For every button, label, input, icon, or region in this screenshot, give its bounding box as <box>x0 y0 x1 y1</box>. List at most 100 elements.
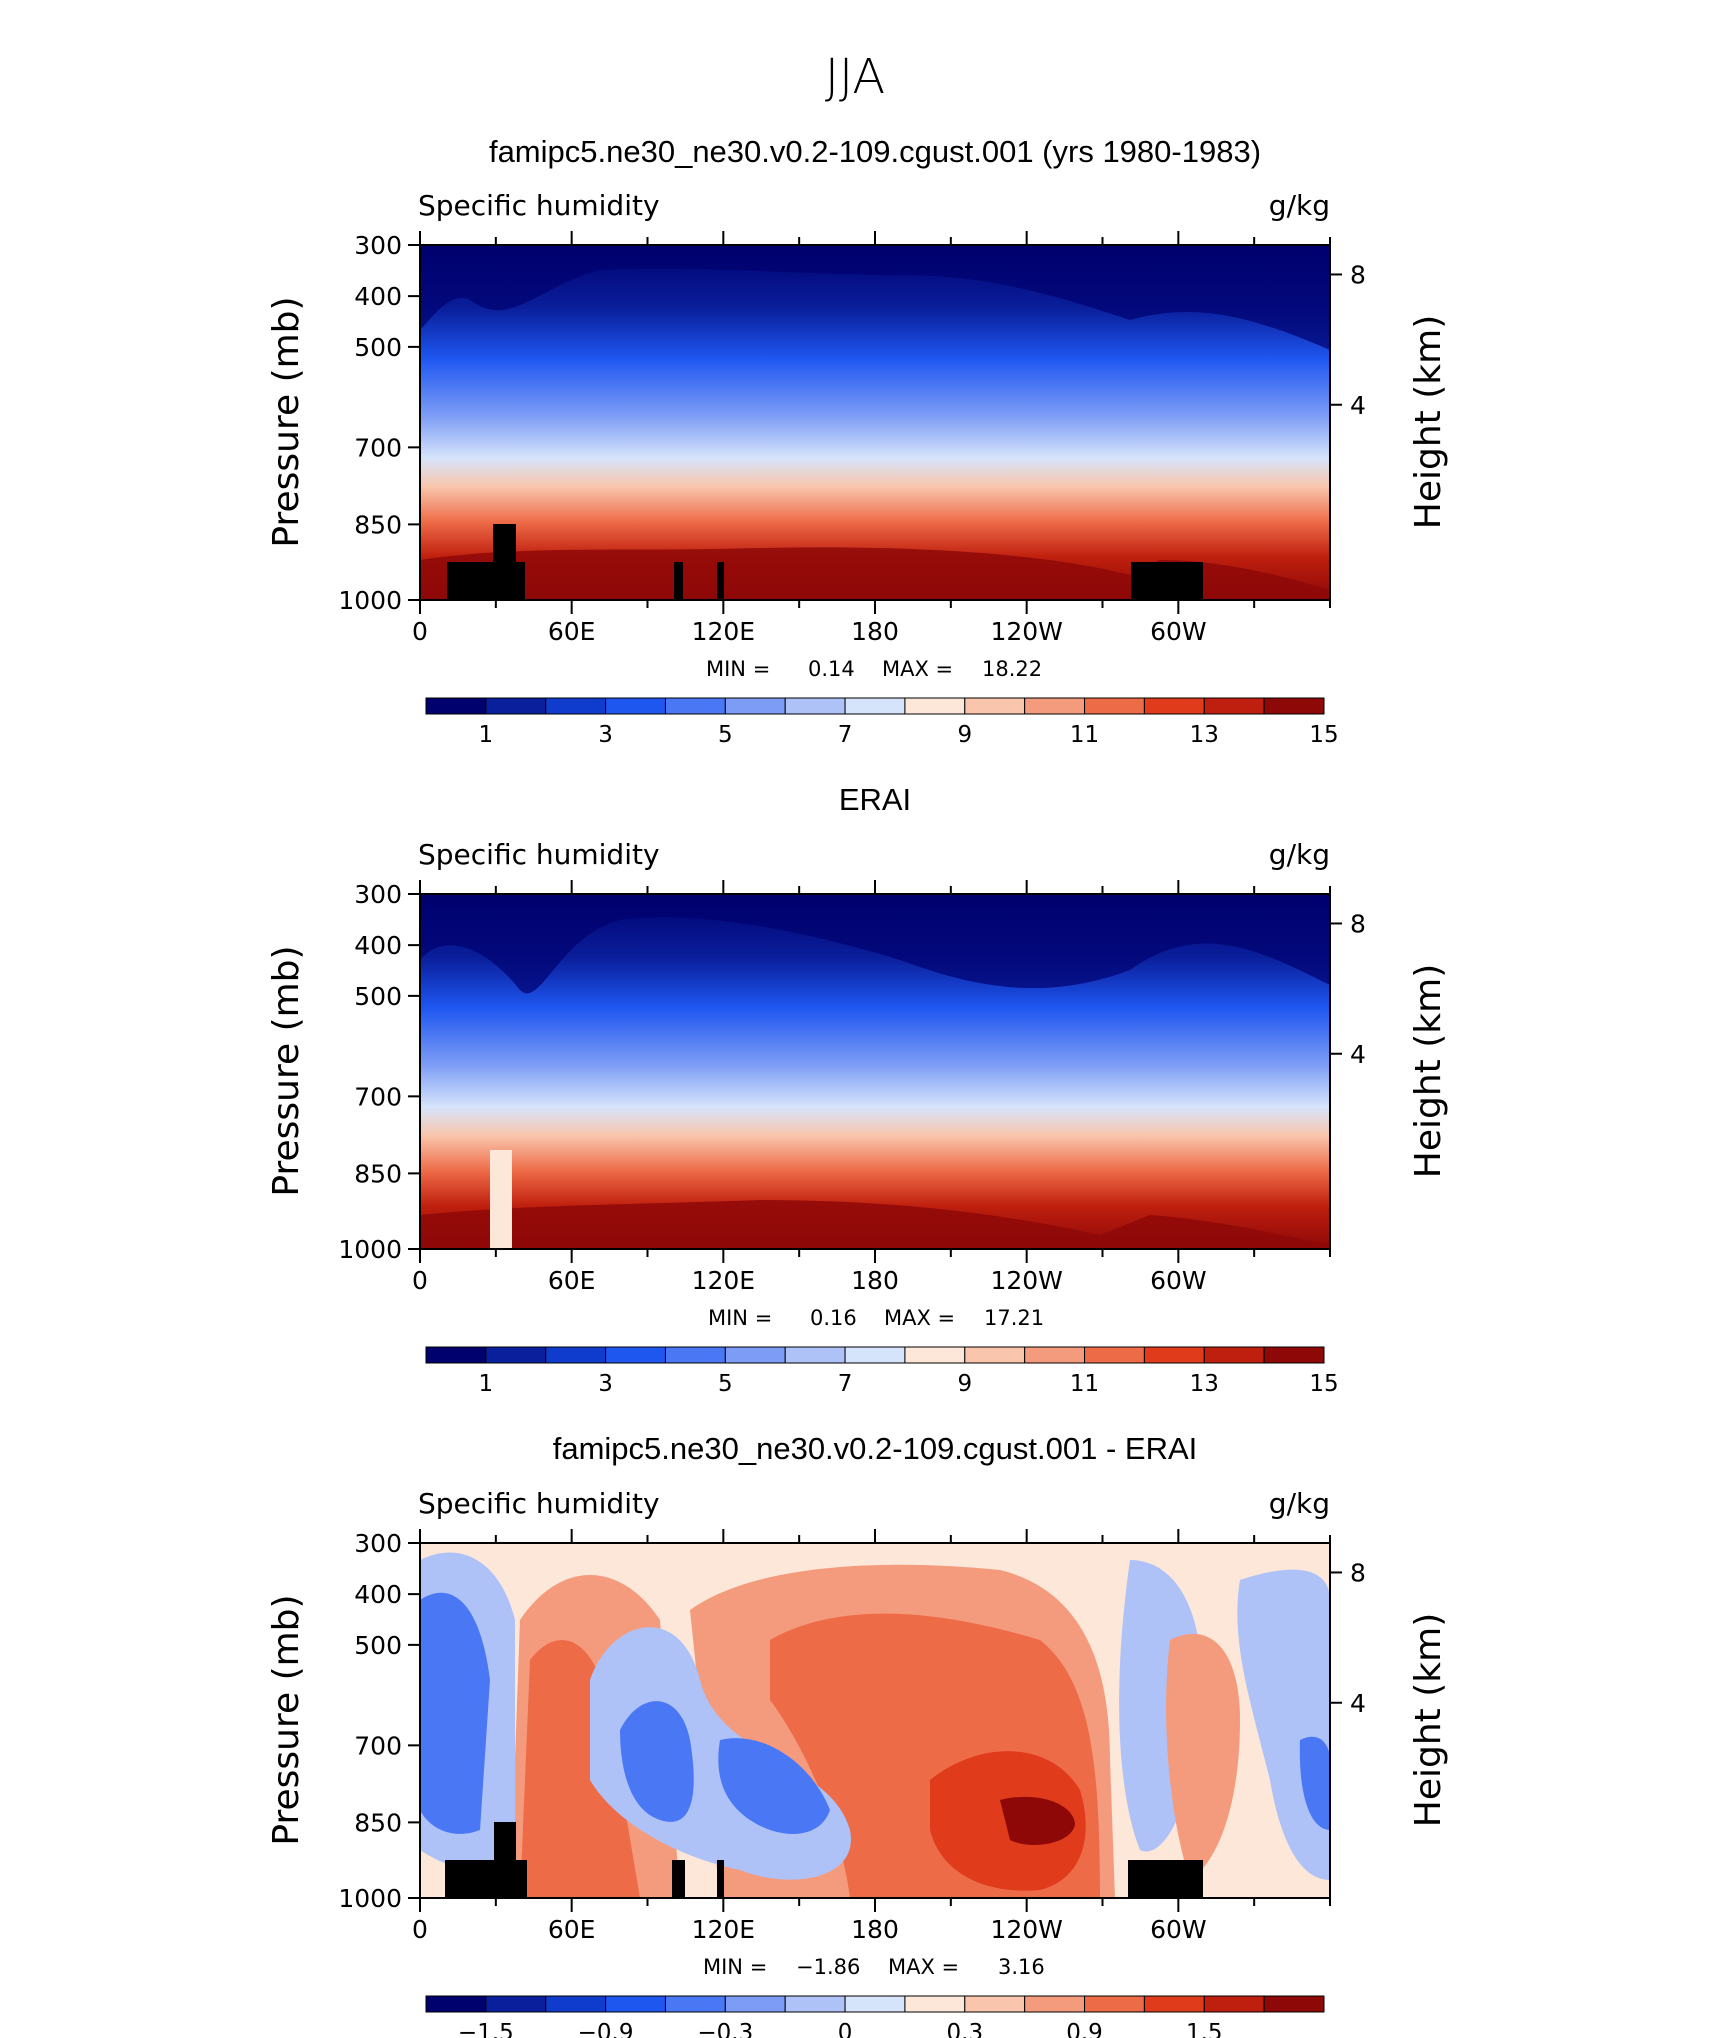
y-tick-label: 700 <box>354 1731 402 1760</box>
topo-block <box>674 562 683 600</box>
colorbar: −1.5 −0.9 −0.3 0 0.3 0.9 1.5 <box>425 1995 1325 2038</box>
colorbar-label: 7 <box>838 722 853 748</box>
y-tick-label: 1000 <box>338 1884 402 1913</box>
colorbar-label: 5 <box>718 1371 733 1397</box>
variable-label: Specific humidity <box>418 1487 660 1520</box>
y-tick-label: 850 <box>354 510 402 539</box>
moist-tongue <box>420 547 1330 600</box>
colorbar-swatch <box>1203 697 1265 715</box>
colorbar-swatch <box>844 1995 906 2013</box>
colorbar-label: −1.5 <box>458 2020 514 2038</box>
colorbar-label: 9 <box>957 1371 972 1397</box>
topo-block <box>493 524 516 564</box>
y-tick-label: 300 <box>354 231 402 260</box>
y-right-tick-label: 8 <box>1350 260 1366 289</box>
x-tick-label: 120W <box>990 1915 1062 1944</box>
y-axis-title: Pressure (mb) <box>266 1594 307 1845</box>
contour-field <box>420 245 1330 600</box>
x-tick-label: 60W <box>1150 1915 1207 1944</box>
y-right-tick-label: 4 <box>1350 1040 1366 1069</box>
y-tick-label: 300 <box>354 1529 402 1558</box>
colorbar-label: 0 <box>838 2020 853 2038</box>
y-right-axis-title: Height (km) <box>1408 1613 1449 1827</box>
panel-obs: ERAI Specific humidity g/kg 300400500700… <box>266 782 1449 1397</box>
min-value: 0.14 <box>808 657 855 681</box>
x-tick-label: 120E <box>692 1915 756 1944</box>
moist-tongue <box>420 1200 1330 1249</box>
x-tick-label: 120W <box>990 617 1062 646</box>
dry-upper <box>420 894 1330 994</box>
min-value: 0.16 <box>810 1306 857 1330</box>
topo-block <box>494 1822 516 1862</box>
colorbar-swatch <box>605 697 666 715</box>
panel-title: famipc5.ne30_ne30.v0.2-109.cgust.001 (yr… <box>489 134 1261 169</box>
topography <box>445 1822 1203 1898</box>
colorbar-swatch <box>1024 1995 1086 2013</box>
max-value: 3.16 <box>998 1955 1045 1979</box>
x-tick-label: 60E <box>548 1266 596 1295</box>
colorbar-swatch <box>904 1346 966 1364</box>
max-label: MAX = <box>882 657 953 681</box>
topo-block <box>717 562 724 600</box>
y-tick-label: 500 <box>354 333 402 362</box>
max-value: 18.22 <box>982 657 1042 681</box>
y-axis-title: Pressure (mb) <box>266 296 307 547</box>
colorbar-label: 0.3 <box>947 2020 984 2038</box>
colorbar-label: 3 <box>598 1371 613 1397</box>
y-right-axis-title: Height (km) <box>1408 964 1449 1178</box>
positive-region <box>1166 1633 1240 1880</box>
colorbar-label: 1 <box>479 722 494 748</box>
y-tick-label: 300 <box>354 880 402 909</box>
colorbar-label: −0.9 <box>578 2020 634 2038</box>
panel-title: famipc5.ne30_ne30.v0.2-109.cgust.001 - E… <box>553 1431 1198 1466</box>
colorbar-swatch <box>545 1995 607 2013</box>
colorbar-swatch <box>784 697 846 715</box>
colorbar-swatch <box>784 1995 846 2013</box>
max-label: MAX = <box>888 1955 959 1979</box>
y-tick-label: 700 <box>354 433 402 462</box>
topography <box>447 524 1203 600</box>
colorbar-swatch <box>545 1346 607 1364</box>
units-label: g/kg <box>1269 838 1330 871</box>
colorbar-swatch <box>1263 697 1325 715</box>
min-value: −1.86 <box>796 1955 860 1979</box>
colorbar-label: 15 <box>1309 1371 1338 1397</box>
colorbar-swatch <box>844 1346 906 1364</box>
variable-label: Specific humidity <box>418 189 660 222</box>
colorbar-label: 9 <box>957 722 972 748</box>
y-tick-label: 500 <box>354 1631 402 1660</box>
x-tick-label: 0 <box>412 1915 428 1944</box>
colorbar-label: 13 <box>1190 722 1219 748</box>
x-axis: 0 60E 120E 180 120W 60W <box>412 1529 1331 1944</box>
y-right-axis-title: Height (km) <box>1408 315 1449 529</box>
y-tick-label: 400 <box>354 931 402 960</box>
dry-upper <box>420 245 1330 350</box>
topo-block <box>1128 1860 1203 1898</box>
y-tick-label: 850 <box>354 1808 402 1837</box>
y-tick-label: 500 <box>354 982 402 1011</box>
dry-slot <box>490 1150 512 1249</box>
colorbar-swatch <box>1024 697 1086 715</box>
colorbar-swatch <box>964 697 1026 715</box>
field-base <box>420 894 1330 1249</box>
x-tick-label: 180 <box>851 617 899 646</box>
colorbar-swatch <box>1203 1995 1265 2013</box>
colorbar-swatch <box>425 1995 487 2013</box>
colorbar-swatch <box>1143 1995 1205 2013</box>
y-axis: 300 400 500 700 850 1000 8 4 <box>338 231 1366 615</box>
positive-region <box>1000 1796 1075 1845</box>
colorbar-swatch <box>485 697 547 715</box>
colorbar-swatch <box>724 1346 786 1364</box>
colorbar-label: 3 <box>598 722 613 748</box>
y-axis: 300 400 500 700 850 1000 8 4 <box>338 880 1366 1264</box>
y-right-tick-label: 8 <box>1350 1558 1366 1587</box>
colorbar-swatch <box>964 1995 1026 2013</box>
colorbar-swatch <box>1084 1346 1145 1364</box>
stats-line: MIN = 0.16 MAX = 17.21 <box>708 1306 1044 1330</box>
x-tick-label: 60W <box>1150 617 1207 646</box>
contour-field <box>420 1543 1330 1898</box>
x-tick-label: 180 <box>851 1266 899 1295</box>
x-tick-label: 120E <box>692 617 756 646</box>
y-right-tick-label: 8 <box>1350 909 1366 938</box>
